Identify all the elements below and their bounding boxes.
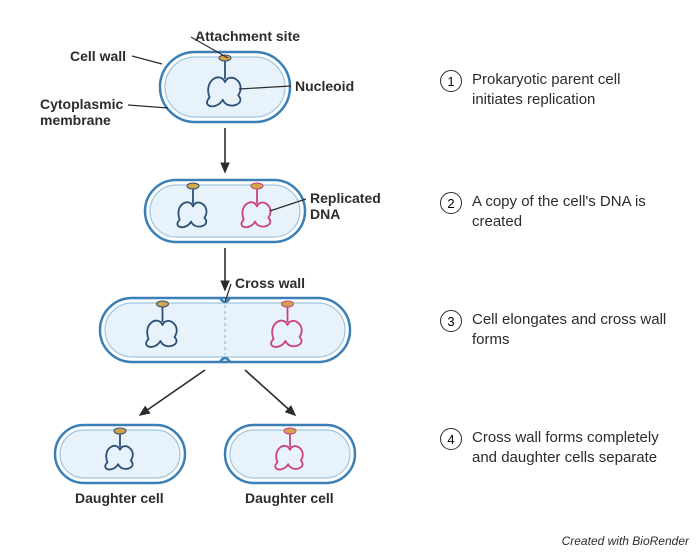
step-4: 4 Cross wall forms completely and daught… [440,428,672,469]
step-3-text: Cell elongates and cross wall forms [472,310,672,351]
label-cyto-membrane: Cytoplasmic membrane [40,96,150,128]
step-4-number: 4 [440,428,462,450]
step-1-text: Prokaryotic parent cell initiates replic… [472,70,672,111]
step-4-text: Cross wall forms completely and daughter… [472,428,672,469]
label-cross-wall: Cross wall [235,275,305,291]
step-3: 3 Cell elongates and cross wall forms [440,310,672,351]
label-daughter-right: Daughter cell [245,490,334,506]
step-2-text: A copy of the cell's DNA is created [472,192,672,233]
step-2-number: 2 [440,192,462,214]
step-1-number: 1 [440,70,462,92]
step-3-number: 3 [440,310,462,332]
label-attachment-site: Attachment site [195,28,300,44]
label-daughter-left: Daughter cell [75,490,164,506]
label-cell-wall: Cell wall [70,48,126,64]
label-nucleoid: Nucleoid [295,78,354,94]
step-2: 2 A copy of the cell's DNA is created [440,192,672,233]
step-1: 1 Prokaryotic parent cell initiates repl… [440,70,672,111]
label-replicated-dna: Replicated DNA [310,190,410,222]
attribution-text: Created with BioRender [562,534,689,548]
